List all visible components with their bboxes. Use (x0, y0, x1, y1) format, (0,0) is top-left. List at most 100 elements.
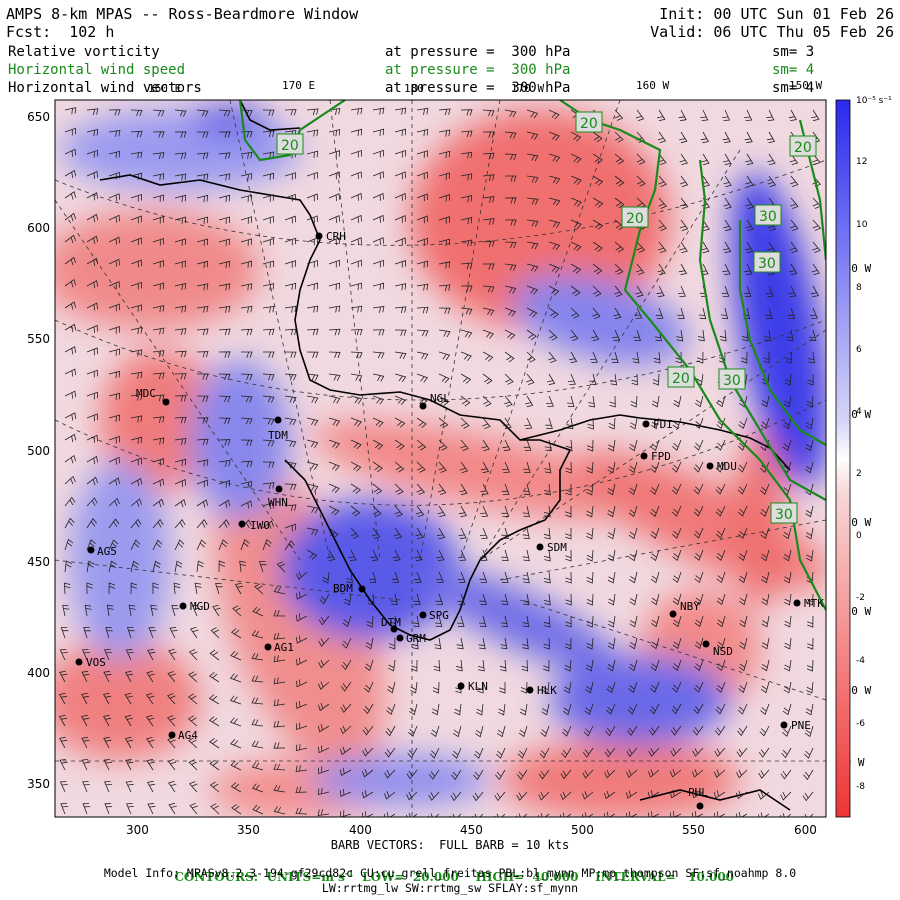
wind-barb (809, 307, 818, 319)
station-vos: VOS (75, 656, 106, 669)
wind-barb (152, 560, 161, 573)
wind-barb (350, 328, 363, 336)
wind-barb (607, 571, 616, 584)
wind-barb (108, 303, 120, 312)
wind-barb (262, 283, 275, 291)
wind-barb (672, 549, 682, 561)
wind-barb (254, 583, 264, 595)
svg-text:PHL: PHL (688, 786, 708, 799)
wind-barb (543, 615, 551, 628)
wind-barb (295, 786, 308, 793)
wind-barb (328, 417, 341, 427)
station-sdm: SDM (536, 541, 567, 554)
wind-barb (196, 216, 209, 224)
wind-barb (383, 812, 396, 817)
wind-barb (326, 549, 336, 562)
wind-barb (606, 703, 616, 715)
wind-barb (367, 593, 375, 606)
wind-barb (152, 518, 164, 529)
contour-label: 20 (575, 111, 603, 133)
wind-barb (737, 461, 748, 473)
wind-barb (586, 505, 594, 518)
wind-barb (760, 505, 770, 517)
y-tick: 400 (27, 666, 50, 680)
wind-barb (650, 659, 660, 672)
wind-barb (218, 519, 230, 529)
vorticity-shading (55, 106, 826, 817)
wind-barb (545, 417, 553, 429)
wind-barb (544, 461, 552, 474)
wind-barb (372, 505, 382, 517)
wind-barb (174, 438, 187, 445)
x-tick: 450 (460, 823, 483, 837)
wind-barb (526, 197, 539, 205)
wind-barb (526, 175, 539, 183)
wind-barb (64, 475, 76, 485)
wind-barb (649, 703, 660, 715)
wind-barb (460, 307, 473, 315)
wind-barb (650, 681, 660, 693)
wind-barb (543, 527, 551, 540)
wind-barb (339, 767, 352, 777)
wind-barb (739, 637, 748, 650)
wind-barb (501, 505, 510, 517)
wind-barb (504, 395, 513, 407)
wind-barb (262, 395, 275, 403)
wind-barb (306, 549, 318, 560)
wind-barb (504, 351, 515, 363)
wind-barb (168, 802, 177, 815)
wind-barb (240, 216, 252, 224)
wind-barb (306, 351, 319, 359)
wind-barb (570, 241, 582, 252)
wind-barb (716, 615, 726, 628)
wind-barb (438, 461, 447, 473)
wind-barb (108, 258, 120, 267)
wind-barb (745, 175, 754, 188)
wind-barb (328, 505, 340, 516)
wind-barb (209, 737, 220, 749)
wind-barb (757, 812, 770, 817)
wind-barb (516, 813, 528, 817)
wind-barb (187, 693, 198, 705)
field-2-smooth: sm= 4 (772, 62, 815, 78)
wind-barb (592, 153, 603, 165)
wind-barb (614, 263, 624, 275)
wind-barb (783, 417, 792, 430)
wind-barb (218, 260, 231, 269)
wind-barb (679, 241, 688, 254)
station-hlk: HLK (526, 684, 557, 697)
wind-barb (362, 811, 374, 817)
wind-barb (284, 109, 297, 116)
wind-barb (716, 593, 726, 606)
wind-barb (363, 703, 374, 715)
wind-barb (570, 285, 581, 297)
wind-barb (130, 281, 142, 290)
wind-barb (716, 637, 726, 650)
wind-barb (607, 549, 616, 562)
wind-barb (737, 725, 748, 737)
wind-barb (83, 627, 91, 639)
wind-barb (716, 681, 726, 693)
wind-barb (482, 240, 495, 248)
wind-barb (416, 193, 428, 202)
wind-barb (808, 351, 815, 364)
wind-barb (251, 719, 264, 727)
wind-barb (328, 150, 340, 158)
wind-barb (758, 791, 770, 800)
wind-barb (152, 216, 164, 224)
wind-barb (262, 305, 275, 313)
wind-barb (328, 461, 340, 471)
wind-barb (284, 483, 297, 491)
wind-barb (394, 260, 406, 268)
wind-barb (319, 593, 330, 605)
wind-barb (306, 259, 318, 268)
wind-barb (371, 527, 381, 539)
wind-barb (174, 328, 187, 335)
wind-barb (306, 527, 319, 536)
wind-barb (672, 571, 682, 584)
wind-barb (657, 263, 666, 276)
field-2-level: at pressure = 300 hPa (385, 62, 571, 78)
wind-barb (104, 649, 112, 661)
wind-barb (262, 417, 275, 425)
wind-barb (273, 677, 286, 685)
